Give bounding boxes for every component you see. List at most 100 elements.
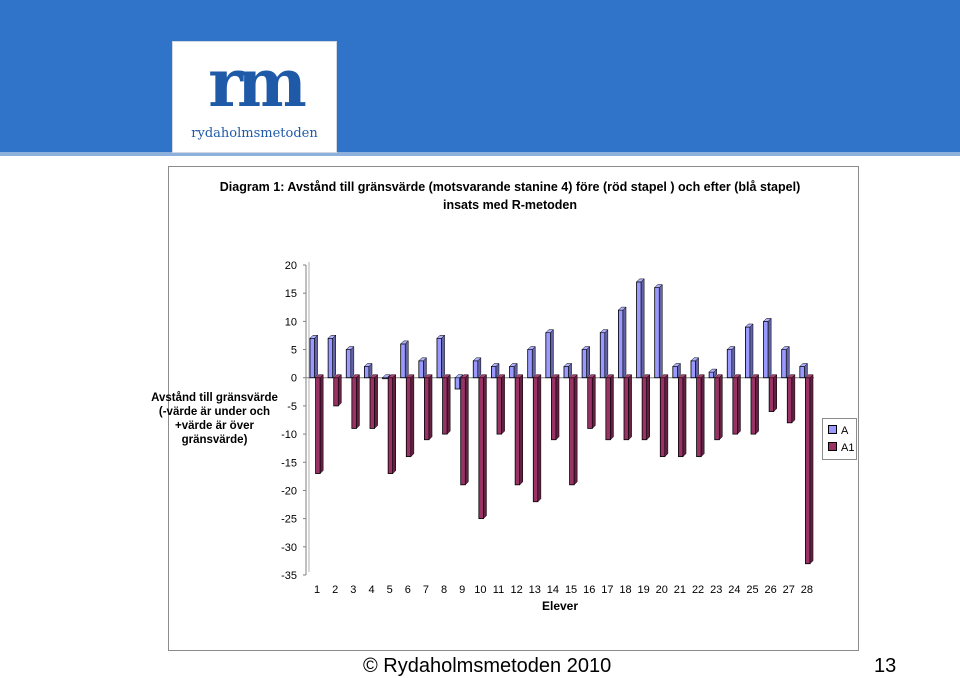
bar-a [763, 320, 769, 379]
y-tick-label: -25 [281, 514, 297, 526]
bar-side [350, 345, 355, 379]
bar-side [405, 340, 409, 379]
bar-a1 [714, 377, 720, 441]
bar-side [483, 374, 487, 520]
bar-side [573, 374, 578, 486]
x-tick-label: 9 [459, 584, 465, 596]
bar-top [750, 374, 760, 378]
bar-a1 [768, 377, 775, 412]
x-tick-label: 20 [656, 584, 668, 596]
bar-a [436, 337, 442, 379]
bar-top [436, 335, 446, 339]
y-tick-label: 20 [285, 260, 297, 272]
bar-side [622, 306, 627, 379]
bar-top [490, 363, 500, 367]
x-tick-label: 26 [765, 584, 777, 596]
bar-a1 [696, 377, 702, 458]
bar-top [623, 374, 633, 378]
y-tick-label: -35 [281, 570, 297, 582]
bar-top [762, 318, 772, 322]
bar-top [387, 374, 397, 378]
x-tick-label: 6 [405, 584, 411, 596]
legend-item-a1: A1 [828, 442, 854, 454]
x-tick-label: 25 [746, 584, 758, 596]
bar-a1 [369, 377, 375, 429]
bar-top [460, 374, 469, 378]
bar-side [392, 374, 396, 475]
bar-a1 [424, 377, 430, 441]
chart-legend: A A1 [822, 418, 857, 460]
y-tick-label: -20 [281, 485, 297, 497]
x-tick-label: 18 [619, 584, 631, 596]
bar-top [732, 374, 742, 378]
x-tick-label: 16 [583, 584, 595, 596]
bar-side [423, 357, 427, 379]
bar-side [700, 374, 705, 458]
bar-top [309, 335, 319, 339]
bar-top [454, 374, 464, 378]
x-tick-label: 15 [565, 584, 577, 596]
bar-top [527, 346, 536, 350]
bar-a [781, 349, 787, 379]
header-divider [0, 152, 960, 156]
bar-top [714, 374, 723, 378]
bar-side [682, 374, 687, 458]
bar-side [604, 329, 609, 379]
y-axis-label: Avstånd till gränsvärde (-värde är under… [151, 392, 278, 446]
bar-top [441, 374, 451, 378]
bar-top [581, 346, 591, 350]
bar-top [532, 374, 542, 378]
bar-a1 [442, 377, 448, 435]
bar-top [508, 363, 518, 367]
bar-side [356, 374, 360, 430]
bar-a [636, 281, 642, 379]
bar-side [659, 283, 663, 379]
bar-a [454, 377, 461, 390]
legend-swatch-a [828, 425, 837, 434]
bar-a [400, 343, 406, 379]
bar-top [381, 374, 391, 378]
bar-top [369, 374, 379, 378]
bar-a1 [786, 377, 793, 424]
y-tick-label: -15 [281, 457, 297, 469]
bar-side [374, 374, 378, 430]
bar-a1 [587, 377, 593, 429]
bar-side [592, 374, 596, 430]
bar-side [537, 374, 542, 503]
bar-top [496, 374, 506, 378]
bar-side [441, 334, 445, 379]
bar-top [363, 363, 373, 367]
bar-a1 [496, 377, 502, 435]
x-tick-label: 17 [601, 584, 613, 596]
bar-a [327, 337, 334, 379]
bar-side [446, 374, 451, 435]
bar-side [314, 334, 318, 379]
bar-a [418, 360, 424, 379]
x-tick-label: 23 [710, 584, 722, 596]
chart-title: Diagram 1: Avstånd till gränsvärde (mots… [219, 180, 801, 212]
x-tick-label: 4 [368, 584, 374, 596]
bar-side [737, 374, 741, 435]
bar-side [755, 374, 759, 435]
x-tick-label: 28 [801, 584, 813, 596]
bar-a1 [514, 377, 521, 486]
bar-side [640, 278, 645, 379]
bar-a [581, 349, 588, 379]
bar-top [605, 374, 615, 378]
y-tick-label: -5 [287, 401, 297, 413]
y-tick-label: 15 [285, 288, 297, 300]
bar-a1 [551, 377, 557, 441]
bar-side [610, 374, 614, 441]
bar-a [672, 366, 678, 379]
logo-mark: rm [173, 48, 336, 118]
bar-a [309, 337, 315, 379]
bar-a1 [315, 377, 321, 474]
bar-side [477, 357, 482, 379]
bar-top [677, 374, 687, 378]
bar-side [773, 374, 777, 413]
bar-a1 [478, 377, 484, 520]
bar-top [654, 284, 663, 288]
bar-side [501, 374, 505, 435]
y-tick-label: 0 [291, 373, 297, 385]
